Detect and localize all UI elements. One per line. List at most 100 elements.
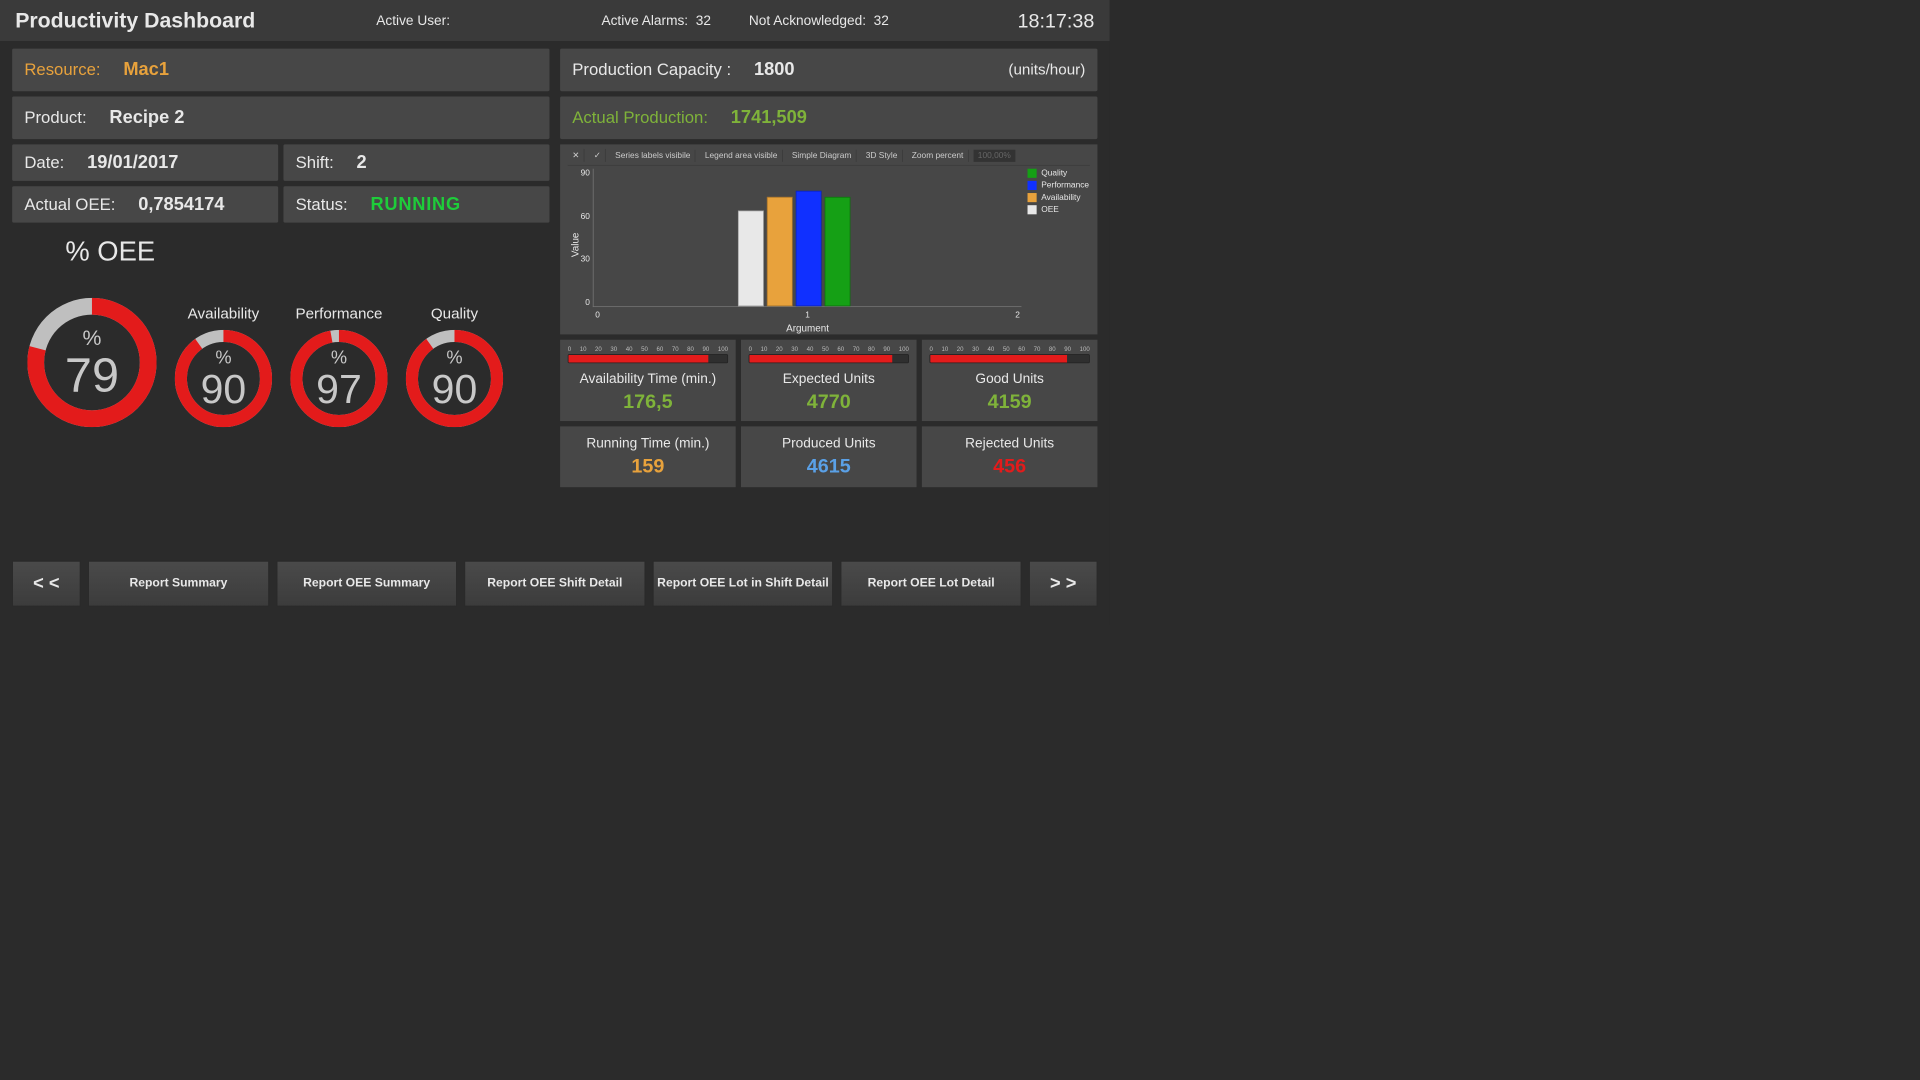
page-title: Productivity Dashboard (15, 8, 255, 32)
report-button[interactable]: Report OEE Shift Detail (465, 561, 646, 607)
metric-value: 456 (993, 454, 1026, 478)
availability-gauge: Availability % 90 (175, 306, 272, 428)
metric-value: 4615 (807, 454, 851, 478)
gauge-label: Availability (188, 306, 260, 324)
resource-panel: Resource: Mac1 (12, 49, 549, 92)
metric-scale: 0102030405060708090100 (749, 346, 909, 353)
shift-value: 2 (357, 152, 367, 173)
production-capacity-label: Production Capacity : (572, 60, 731, 80)
report-button[interactable]: Report OEE Lot in Shift Detail (653, 561, 834, 607)
status-label: Status: (296, 195, 348, 215)
chart-3d-style-toggle[interactable]: 3D Style (861, 149, 902, 161)
actual-oee-value: 0,7854174 (138, 194, 224, 215)
chart-bar-quality (825, 197, 851, 306)
right-column: Production Capacity : 1800 (units/hour) … (560, 49, 1097, 551)
metric-scale: 0102030405060708090100 (929, 346, 1089, 353)
actual-oee-panel: Actual OEE: 0,7854174 (12, 186, 278, 222)
header-bar: Productivity Dashboard Active User: Acti… (0, 0, 1110, 41)
clock: 18:17:38 (1017, 9, 1094, 33)
chart-plot-area: 012 Argument (593, 169, 1021, 307)
legend-swatch (1028, 205, 1037, 214)
chart-confirm-icon[interactable]: ✓ (589, 149, 606, 162)
active-user-field: Active User: (376, 13, 480, 29)
gauge-label: Quality (431, 306, 478, 324)
gauge-value: 97 (316, 369, 362, 410)
status-value: RUNNING (370, 194, 460, 215)
legend-label: Performance (1041, 181, 1089, 190)
active-user-label: Active User: (376, 13, 450, 29)
prev-button[interactable]: < < (12, 561, 80, 607)
legend-item: OEE (1028, 205, 1090, 214)
active-alarms-value: 32 (696, 13, 719, 29)
active-alarms-label: Active Alarms: (601, 13, 688, 29)
report-button[interactable]: Report OEE Lot Detail (841, 561, 1022, 607)
oee-title: % OEE (65, 236, 534, 268)
legend-swatch (1028, 193, 1037, 202)
chart-y-tick: 30 (581, 255, 590, 264)
chart-series-labels-toggle[interactable]: Series labels visibile (611, 149, 696, 161)
actual-production-value: 1741,509 (731, 107, 807, 128)
date-panel: Date: 19/01/2017 (12, 144, 278, 180)
chart-zoom-value[interactable]: 100,00% (973, 149, 1015, 161)
shift-panel: Shift: 2 (283, 144, 549, 180)
chart-simple-diagram-toggle[interactable]: Simple Diagram (787, 149, 856, 161)
chart-toolbar: ✕ ✓ Series labels visibile Legend area v… (568, 149, 1090, 166)
oee-gauge: % 79 (27, 274, 156, 428)
metric-label: Good Units (975, 371, 1043, 387)
quality-gauge: Quality % 90 (406, 306, 503, 428)
chart-bar-oee (738, 210, 764, 306)
metric-value: 4159 (988, 390, 1032, 414)
metric-label: Expected Units (783, 371, 875, 387)
report-button[interactable]: Report Summary (88, 561, 269, 607)
metric-value: 159 (631, 454, 664, 478)
chart-zoom-label: Zoom percent (907, 149, 968, 161)
production-capacity-units: (units/hour) (1008, 61, 1085, 78)
chart-legend-toggle[interactable]: Legend area visible (700, 149, 782, 161)
actual-production-panel: Actual Production: 1741,509 (560, 97, 1097, 140)
metric-label: Running Time (min.) (586, 435, 709, 451)
report-button[interactable]: Report OEE Summary (276, 561, 457, 607)
next-button[interactable]: > > (1029, 561, 1097, 607)
chart-x-tick: 1 (805, 311, 810, 320)
metric-card: Produced Units 4615 (741, 426, 917, 487)
shift-label: Shift: (296, 153, 334, 173)
not-acknowledged-field: Not Acknowledged: 32 (749, 13, 897, 29)
metric-progress-bar (749, 354, 909, 363)
footer-nav: < < Report SummaryReport OEE SummaryRepo… (0, 553, 1110, 618)
chart-bar-performance (796, 191, 822, 307)
metric-value: 176,5 (623, 390, 672, 414)
metric-progress-bar (929, 354, 1089, 363)
actual-production-label: Actual Production: (572, 108, 708, 128)
legend-label: Quality (1041, 169, 1067, 178)
legend-label: Availability (1041, 193, 1080, 202)
chart-close-icon[interactable]: ✕ (568, 149, 585, 162)
metric-label: Rejected Units (965, 435, 1054, 451)
metric-label: Availability Time (min.) (580, 371, 717, 387)
legend-item: Availability (1028, 193, 1090, 202)
metric-value: 4770 (807, 390, 851, 414)
legend-label: OEE (1041, 205, 1059, 214)
chart-x-axis-label: Argument (594, 322, 1022, 333)
chart-x-tick: 0 (595, 311, 600, 320)
status-panel: Status: RUNNING (283, 186, 549, 222)
metric-card: 0102030405060708090100 Expected Units 47… (741, 340, 917, 421)
gauge-label: Performance (295, 306, 382, 324)
chart-y-tick: 60 (581, 212, 590, 221)
chart-x-tick: 2 (1015, 311, 1020, 320)
bar-chart-panel: ✕ ✓ Series labels visibile Legend area v… (560, 144, 1097, 334)
product-panel: Product: Recipe 2 (12, 97, 549, 140)
chart-y-axis-label: Value (568, 232, 581, 257)
product-value: Recipe 2 (109, 107, 184, 128)
metric-scale: 0102030405060708090100 (568, 346, 728, 353)
gauge-value: 79 (65, 350, 119, 399)
chart-y-tick: 0 (585, 298, 590, 307)
production-capacity-value: 1800 (754, 59, 795, 80)
metric-card: 0102030405060708090100 Good Units 4159 (922, 340, 1098, 421)
performance-gauge: Performance % 97 (290, 306, 387, 428)
resource-label: Resource: (24, 60, 100, 80)
chart-legend: Quality Performance Availability OEE (1021, 169, 1089, 321)
product-label: Product: (24, 108, 86, 128)
legend-item: Quality (1028, 169, 1090, 178)
left-column: Resource: Mac1 Product: Recipe 2 Date: 1… (12, 49, 549, 551)
chart-bar-availability (767, 197, 793, 306)
